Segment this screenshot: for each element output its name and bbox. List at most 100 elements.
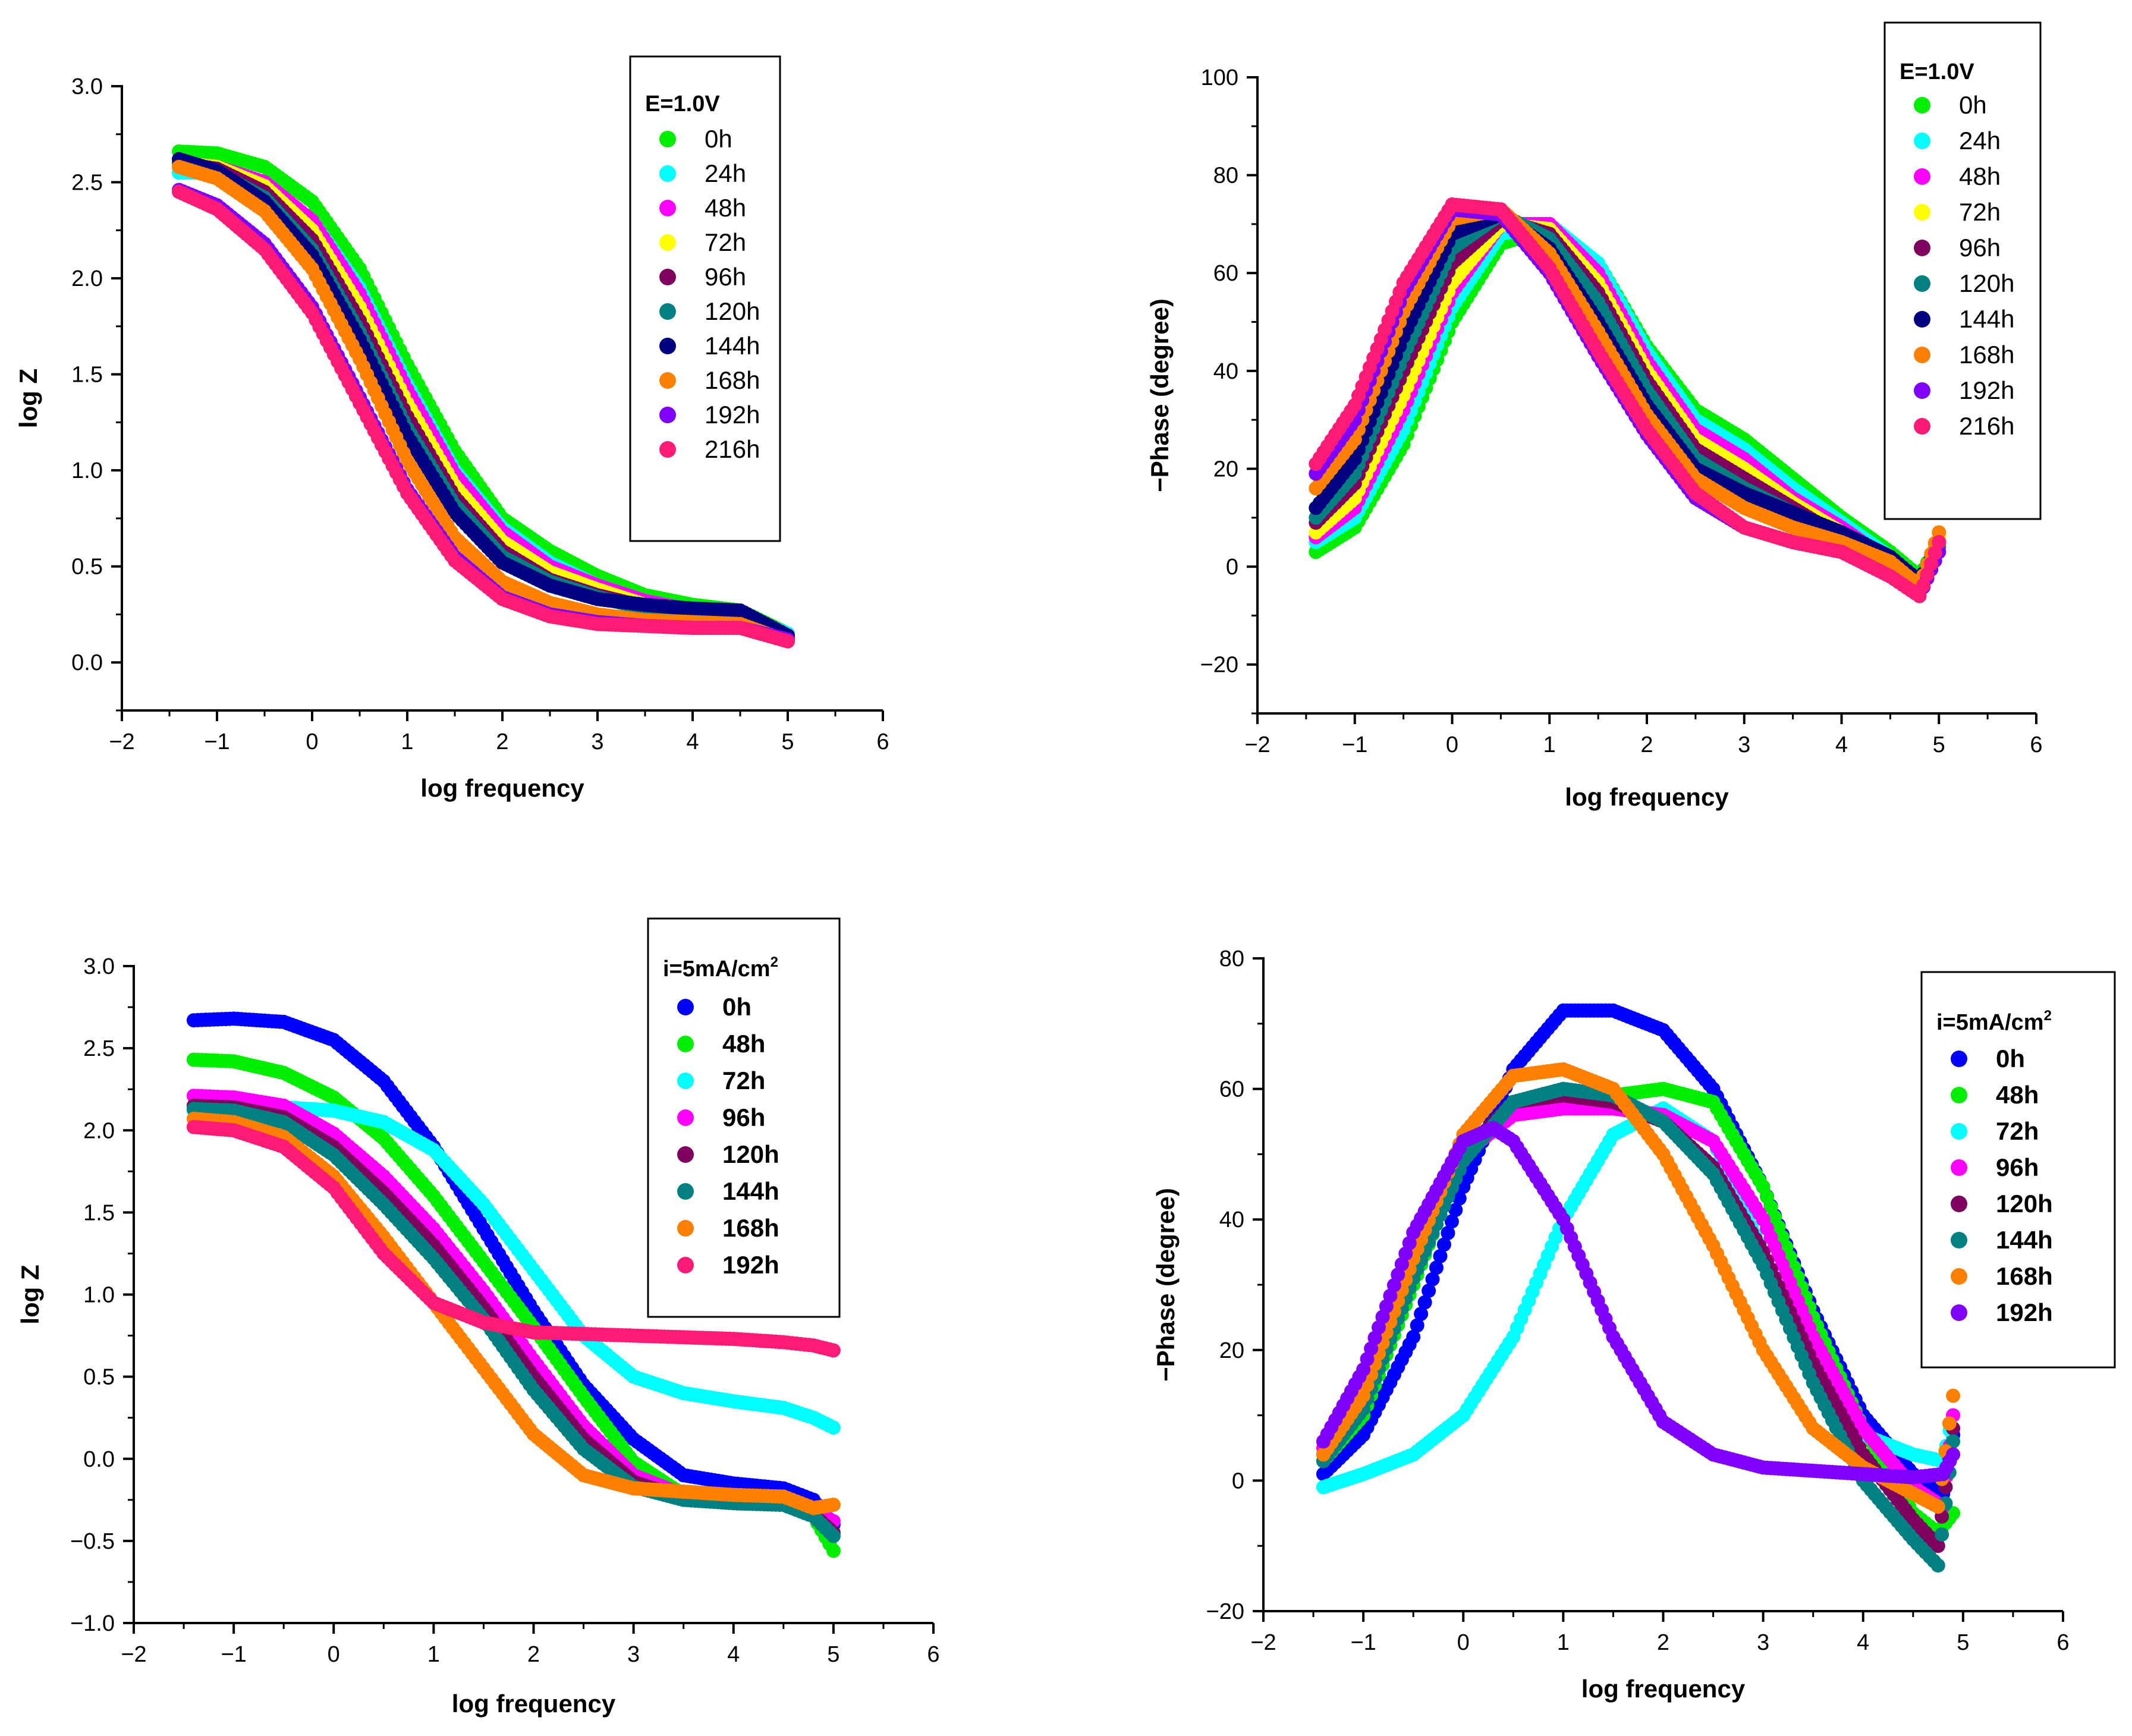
x-tick-label: −2 <box>109 729 134 754</box>
y-tick-label: 40 <box>1219 1207 1244 1232</box>
legend-label: 48h <box>722 1030 765 1058</box>
x-tick-label: 2 <box>496 729 508 754</box>
legend-label: 168h <box>1959 341 2014 369</box>
data-point <box>826 1529 841 1543</box>
x-tick-label: 5 <box>1957 1630 1969 1655</box>
data-point <box>781 634 795 649</box>
y-tick-label: 0.0 <box>83 1447 115 1472</box>
x-tick-label: 4 <box>686 729 699 754</box>
legend-marker <box>659 165 676 182</box>
y-tick-label: −20 <box>1206 1599 1244 1624</box>
x-tick-label: 0 <box>1446 732 1458 757</box>
legend-title: i=5mA/cm2 <box>663 954 778 982</box>
y-tick-label: 60 <box>1219 1077 1244 1102</box>
legend-marker <box>677 1073 694 1089</box>
legend-marker <box>659 441 676 458</box>
legend-label: 192h <box>705 401 760 429</box>
legend-label: 24h <box>1959 127 2001 155</box>
legend-label: 96h <box>705 263 746 291</box>
x-tick-label: 1 <box>1543 732 1556 757</box>
y-tick-label: 80 <box>1213 163 1238 188</box>
legend-label: 72h <box>1959 198 2001 226</box>
legend-label: 144h <box>722 1177 779 1205</box>
x-tick-label: 4 <box>1835 732 1848 757</box>
data-point <box>826 1343 841 1358</box>
legend-label: 144h <box>1959 305 2014 333</box>
y-tick-label: 1.0 <box>83 1283 115 1308</box>
x-axis-label: log frequency <box>1581 1675 1746 1703</box>
y-tick-label: 0 <box>1232 1468 1244 1493</box>
legend-marker <box>1914 347 1930 363</box>
x-tick-label: 3 <box>1757 1630 1769 1655</box>
x-tick-label: −1 <box>204 729 229 754</box>
data-point <box>826 1498 841 1512</box>
x-tick-label: 5 <box>1933 732 1945 757</box>
y-axis-label: −Phase (degree) <box>1152 1188 1180 1382</box>
y-tick-label: 40 <box>1213 359 1238 384</box>
series-216h <box>172 184 795 649</box>
legend-marker <box>1914 311 1930 328</box>
y-axis-label: −Phase (degree) <box>1146 298 1174 492</box>
legend-marker <box>1914 240 1930 256</box>
legend-label: 96h <box>722 1103 765 1131</box>
y-tick-label: 0 <box>1226 555 1238 580</box>
y-tick-label: 0.5 <box>83 1365 115 1390</box>
series-144h <box>172 152 795 643</box>
y-tick-label: 0.0 <box>71 650 103 675</box>
x-tick-label: 3 <box>1738 732 1750 757</box>
legend-label: 168h <box>705 366 760 394</box>
legend-marker <box>1914 97 1930 114</box>
legend-label: 72h <box>705 228 746 256</box>
legend-marker <box>659 269 676 285</box>
data-point <box>1932 534 1947 549</box>
legend-marker <box>1914 275 1930 292</box>
x-tick-label: 6 <box>2030 732 2042 757</box>
y-tick-label: 2.5 <box>71 171 103 196</box>
legend-label: 120h <box>1959 269 2014 297</box>
legend-label: 168h <box>722 1214 779 1242</box>
legend-title: E=1.0V <box>1900 59 1974 84</box>
x-tick-label: 2 <box>1657 1630 1669 1655</box>
legend-marker <box>659 407 676 423</box>
x-axis-label: log frequency <box>452 1690 616 1718</box>
legend-marker <box>659 200 676 216</box>
y-tick-label: −0.5 <box>70 1529 115 1554</box>
legend-marker <box>1914 168 1930 185</box>
legend-marker <box>659 372 676 389</box>
y-axis-label: log Z <box>14 369 42 428</box>
x-tick-label: 1 <box>401 729 413 754</box>
x-tick-label: 3 <box>591 729 603 754</box>
x-tick-label: 1 <box>1557 1630 1570 1655</box>
legend-marker <box>659 338 676 354</box>
y-tick-label: 60 <box>1213 261 1238 286</box>
legend-marker <box>1914 204 1930 221</box>
x-tick-label: −1 <box>1342 732 1367 757</box>
legend-title-superscript: 2 <box>771 954 778 970</box>
legend-marker <box>1914 418 1930 435</box>
x-tick-label: 2 <box>1640 732 1653 757</box>
x-tick-label: 0 <box>306 729 318 754</box>
legend-label: 192h <box>1959 376 2014 404</box>
legend-label: 48h <box>705 194 746 222</box>
x-tick-label: 4 <box>727 1642 740 1667</box>
y-tick-label: −20 <box>1200 653 1238 678</box>
y-axis-label: log Z <box>16 1265 44 1324</box>
x-tick-label: −1 <box>221 1642 246 1667</box>
y-tick-label: 2.5 <box>83 1036 115 1061</box>
y-tick-label: 1.5 <box>71 363 103 388</box>
y-tick-label: 2.0 <box>71 266 103 291</box>
x-tick-label: −2 <box>1250 1630 1276 1655</box>
y-tick-label: 80 <box>1219 946 1244 971</box>
legend-label: 0h <box>722 993 751 1021</box>
x-tick-label: 6 <box>927 1642 939 1667</box>
y-tick-label: 3.0 <box>83 954 115 979</box>
legend-label: 144h <box>705 332 760 360</box>
x-tick-label: 4 <box>1857 1630 1869 1655</box>
legend-marker <box>677 1109 694 1126</box>
legend-title: E=1.0V <box>645 92 720 117</box>
x-tick-label: 2 <box>527 1642 540 1667</box>
